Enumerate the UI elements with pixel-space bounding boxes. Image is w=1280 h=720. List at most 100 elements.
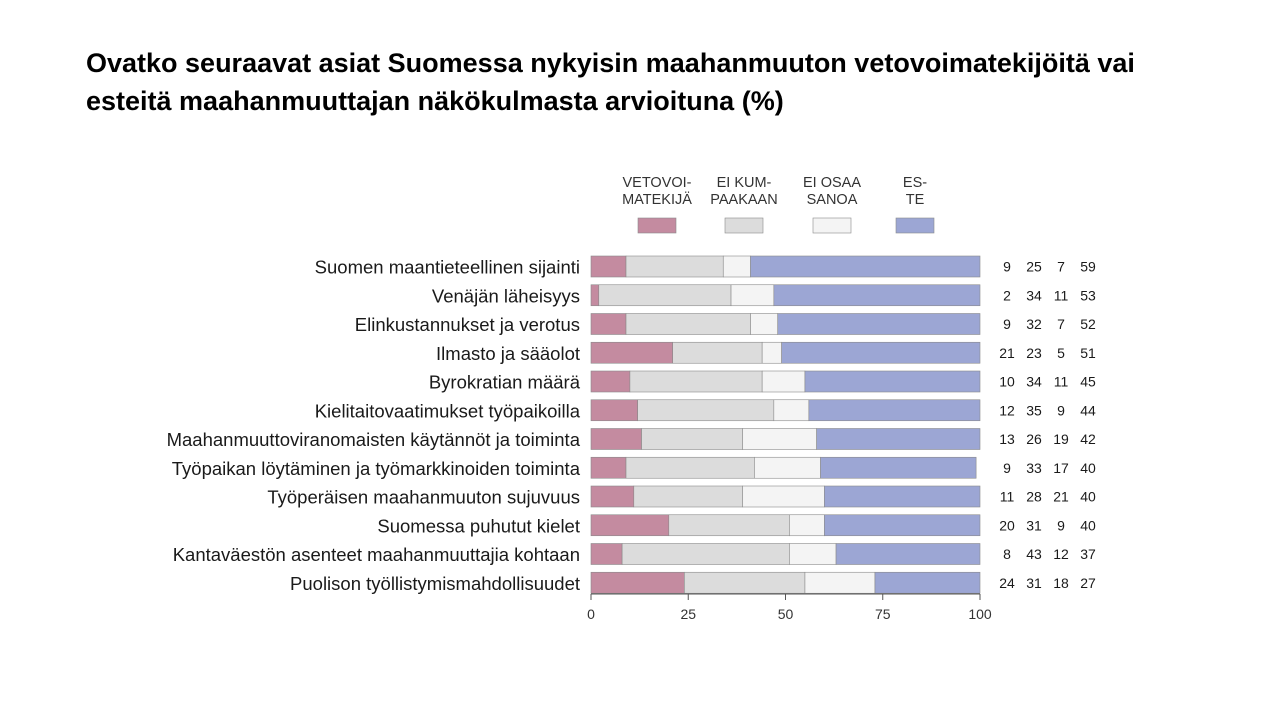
bar-segment-4 xyxy=(816,428,981,450)
bar-segment-1 xyxy=(590,485,635,508)
value-label: 11 xyxy=(1054,374,1069,390)
bar-segment-4 xyxy=(824,485,981,508)
x-axis: 0 25 50 75 100 xyxy=(587,593,992,622)
value-label: 17 xyxy=(1053,460,1069,476)
bar-row xyxy=(590,399,981,422)
slide-title: Ovatko seuraavat asiat Suomessa nykyisin… xyxy=(86,48,1135,116)
bar-row xyxy=(590,284,981,307)
category-label: Elinkustannukset ja verotus xyxy=(355,314,580,335)
value-label: 19 xyxy=(1053,431,1069,447)
bar-segment-1 xyxy=(590,370,631,393)
value-label: 35 xyxy=(1026,402,1042,418)
bar-row xyxy=(590,543,981,565)
value-label: 9 xyxy=(1057,517,1065,533)
value-label: 37 xyxy=(1080,546,1096,562)
value-label: 34 xyxy=(1026,287,1042,303)
bar-segment-2 xyxy=(668,514,790,537)
bar-row xyxy=(590,341,981,364)
legend-item: ES-TE xyxy=(895,175,935,234)
value-label: 12 xyxy=(999,402,1015,418)
legend-swatch xyxy=(812,217,852,234)
value-label: 8 xyxy=(1003,546,1011,562)
bar-segment-4 xyxy=(835,543,981,565)
value-label: 43 xyxy=(1026,546,1042,562)
value-label: 10 xyxy=(999,374,1015,390)
bar-segment-4 xyxy=(874,571,981,594)
bar-segment-4 xyxy=(824,514,981,537)
bar-segment-2 xyxy=(629,370,763,393)
value-label: 52 xyxy=(1080,316,1096,332)
value-label: 20 xyxy=(999,517,1015,533)
category-label: Byrokratian määrä xyxy=(429,372,581,393)
x-tick-label: 25 xyxy=(680,606,696,622)
bar-segment-1 xyxy=(590,514,670,537)
bar-segment-4 xyxy=(820,456,977,479)
bar-segment-2 xyxy=(598,284,732,307)
value-label: 9 xyxy=(1003,316,1011,332)
category-label: Puolison työllistymismahdollisuudet xyxy=(290,573,580,594)
bar-segment-1 xyxy=(590,571,685,594)
legend-label: EI OSAA xyxy=(803,175,861,191)
bar-segment-1 xyxy=(590,428,642,450)
bar-segment-3 xyxy=(730,284,775,307)
bar-segment-4 xyxy=(750,255,981,278)
value-label: 18 xyxy=(1053,575,1069,591)
value-label: 12 xyxy=(1053,546,1069,562)
value-label: 31 xyxy=(1026,517,1042,533)
category-label: Työperäisen maahanmuuton sujuvuus xyxy=(267,487,580,508)
value-label: 5 xyxy=(1057,345,1065,361)
category-label: Kielitaitovaatimukset työpaikoilla xyxy=(315,400,581,421)
value-label: 11 xyxy=(1000,489,1015,505)
bar-segment-3 xyxy=(773,399,810,422)
bar-segment-2 xyxy=(641,428,744,450)
value-label: 24 xyxy=(999,575,1015,591)
bar-segment-1 xyxy=(590,284,600,307)
bar-segment-3 xyxy=(789,514,825,537)
bar-segment-1 xyxy=(590,456,627,479)
value-label: 21 xyxy=(1053,489,1069,505)
value-label: 51 xyxy=(1080,345,1096,361)
bar-segment-2 xyxy=(633,485,744,508)
legend-label: VETOVOI- xyxy=(622,175,691,191)
bar-segment-1 xyxy=(590,341,673,364)
legend-label: ES- xyxy=(903,175,927,191)
legend-item: EI KUM-PAAKAAN xyxy=(710,175,778,234)
value-label: 9 xyxy=(1003,460,1011,476)
bar-row xyxy=(590,370,981,393)
bar-segment-4 xyxy=(773,284,981,307)
value-label: 26 xyxy=(1026,431,1042,447)
bar-row xyxy=(590,456,977,479)
value-label: 40 xyxy=(1080,489,1096,505)
bar-segment-3 xyxy=(750,313,779,335)
bar-segment-1 xyxy=(590,543,623,565)
bar-segment-3 xyxy=(789,543,837,565)
value-label: 53 xyxy=(1080,287,1096,303)
bar-segment-2 xyxy=(625,313,751,335)
bar-segment-2 xyxy=(625,456,755,479)
value-label: 23 xyxy=(1026,345,1042,361)
legend-swatch xyxy=(724,217,764,234)
value-label: 32 xyxy=(1026,316,1042,332)
value-label: 2 xyxy=(1003,287,1011,303)
x-tick-label: 100 xyxy=(968,606,992,622)
value-label: 9 xyxy=(1003,259,1011,275)
legend-label: TE xyxy=(906,192,925,208)
value-label: 28 xyxy=(1026,489,1042,505)
value-label: 45 xyxy=(1080,374,1096,390)
category-label: Ilmasto ja sääolot xyxy=(436,343,580,364)
x-tick-label: 50 xyxy=(778,606,794,622)
value-label: 13 xyxy=(999,431,1015,447)
bar-segment-2 xyxy=(625,255,724,278)
value-label: 27 xyxy=(1080,575,1096,591)
chart-bars xyxy=(590,255,981,594)
bar-segment-2 xyxy=(684,571,806,594)
bar-row xyxy=(590,255,981,278)
bar-row xyxy=(590,313,981,335)
category-label: Venäjän läheisyys xyxy=(432,285,580,306)
value-label: 11 xyxy=(1054,287,1069,303)
bar-segment-4 xyxy=(781,341,981,364)
bar-segment-1 xyxy=(590,399,638,422)
legend-swatch xyxy=(895,217,935,234)
bar-segment-3 xyxy=(722,255,751,278)
bar-segment-3 xyxy=(761,370,806,393)
